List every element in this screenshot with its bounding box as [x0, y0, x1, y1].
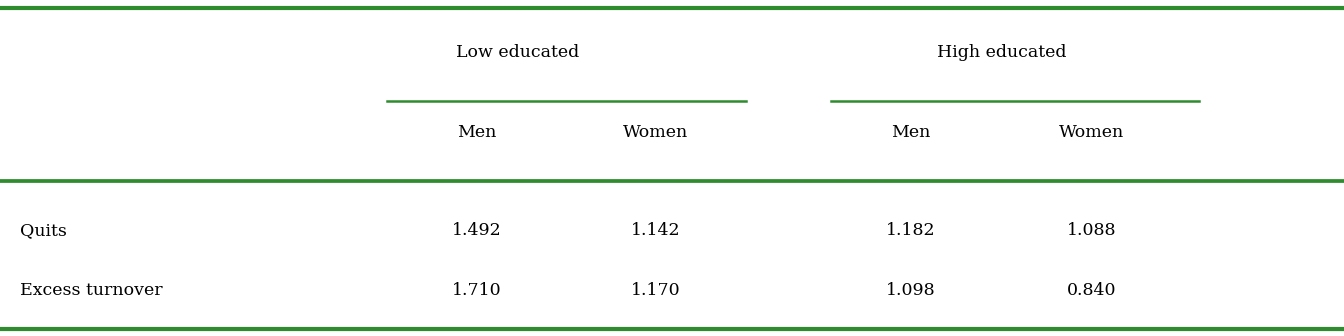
Text: 1.098: 1.098 — [887, 282, 935, 299]
Text: 0.840: 0.840 — [1067, 282, 1116, 299]
Text: 1.492: 1.492 — [452, 222, 503, 239]
Text: 1.710: 1.710 — [453, 282, 501, 299]
Text: Women: Women — [1059, 124, 1124, 141]
Text: Men: Men — [457, 124, 497, 141]
Text: Men: Men — [891, 124, 931, 141]
Text: 1.182: 1.182 — [887, 222, 935, 239]
Text: Excess turnover: Excess turnover — [20, 282, 163, 299]
Text: 1.088: 1.088 — [1067, 222, 1116, 239]
Text: High educated: High educated — [937, 44, 1066, 60]
Text: 1.142: 1.142 — [632, 222, 680, 239]
Text: 1.170: 1.170 — [632, 282, 680, 299]
Text: Low educated: Low educated — [456, 44, 579, 60]
Text: Women: Women — [624, 124, 688, 141]
Text: Quits: Quits — [20, 222, 67, 239]
